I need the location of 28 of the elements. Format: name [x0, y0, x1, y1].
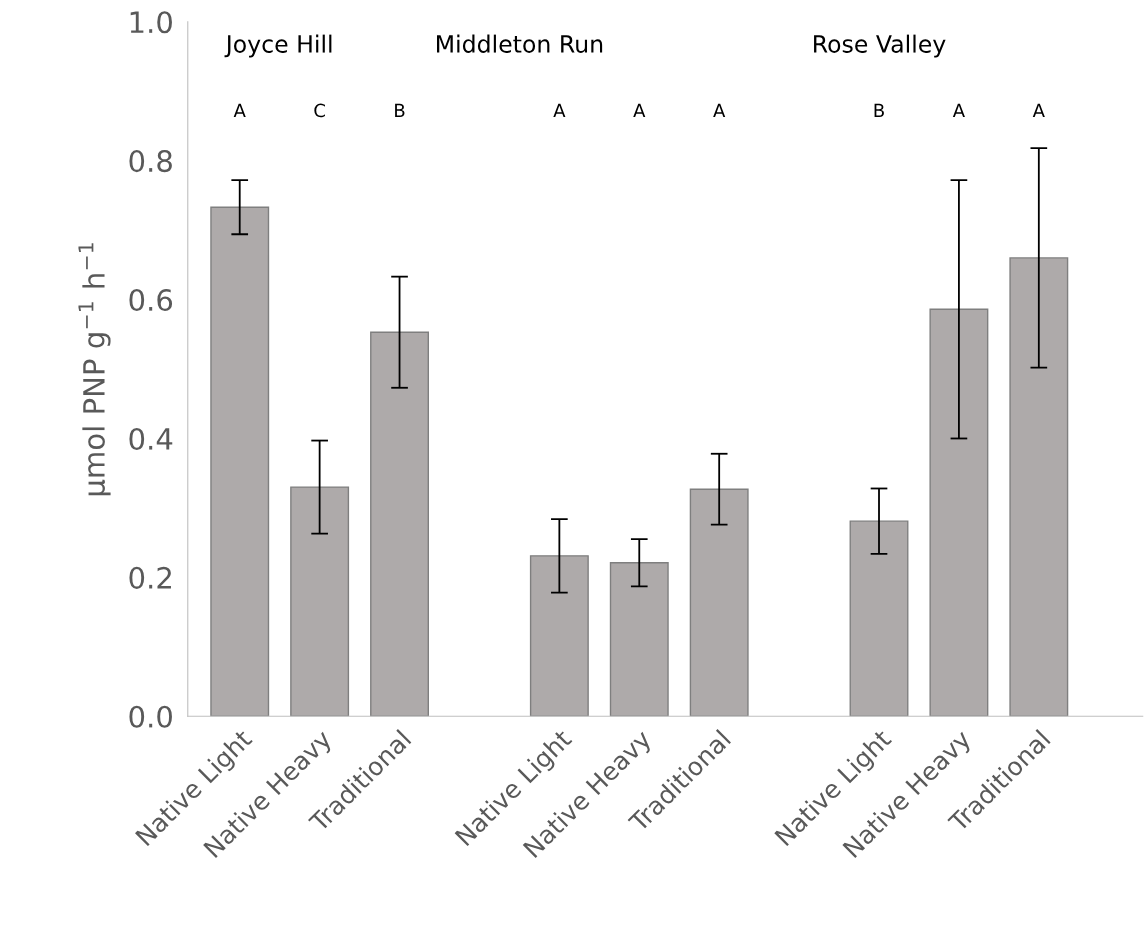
annotation: C — [314, 103, 325, 118]
y-tick-label: 0.4 — [129, 427, 173, 450]
bar — [370, 331, 430, 717]
bar — [929, 308, 989, 717]
annotation: B — [395, 103, 405, 118]
y-tick-label: 0.8 — [129, 150, 172, 173]
bar — [689, 488, 749, 717]
annotation: Rose Valley — [814, 34, 946, 58]
y-tick-label: 0.0 — [129, 705, 172, 728]
y-tick-label: 0.6 — [129, 289, 173, 312]
annotation: A — [233, 103, 246, 118]
y-tick-label: 1.0 — [130, 11, 172, 34]
annotation: B — [874, 103, 884, 118]
annotation: A — [633, 103, 646, 118]
annotation: A — [553, 103, 566, 118]
annotation: Joyce Hill — [224, 34, 332, 58]
y-tick-label: 0.2 — [129, 566, 171, 589]
annotation: Middleton Run — [437, 34, 603, 53]
annotation: A — [952, 103, 965, 118]
bar — [849, 520, 909, 717]
y-axis-title: µmol PNP g$^{−1}$ h$^{−1}$ — [78, 243, 111, 496]
bar — [529, 555, 589, 717]
bar — [1009, 257, 1069, 717]
annotation: A — [1032, 103, 1045, 118]
bar — [290, 486, 350, 717]
bar — [609, 562, 669, 717]
bar — [210, 206, 270, 717]
annotation: A — [713, 103, 726, 118]
